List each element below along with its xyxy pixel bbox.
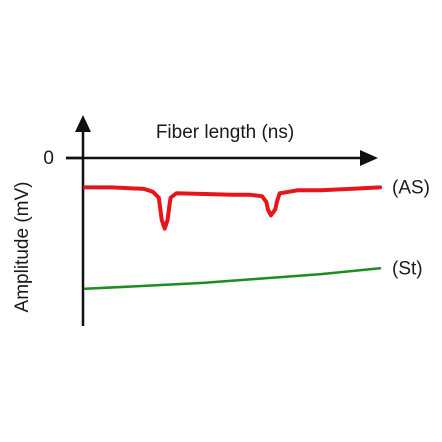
y-axis-arrowhead: [75, 115, 91, 132]
y-axis-label: Amplitude (mV): [12, 182, 33, 313]
series-label-as: (AS): [392, 177, 430, 198]
series-line-st: [83, 267, 382, 291]
series-layer: (AS) (St): [83, 177, 430, 291]
series-label-st: (St): [392, 258, 423, 279]
series-line-as: [83, 185, 382, 231]
x-axis-arrowhead: [360, 150, 378, 166]
y-zero-tick-label: 0: [43, 148, 54, 169]
x-axis-label: Fiber length (ns): [156, 122, 294, 143]
